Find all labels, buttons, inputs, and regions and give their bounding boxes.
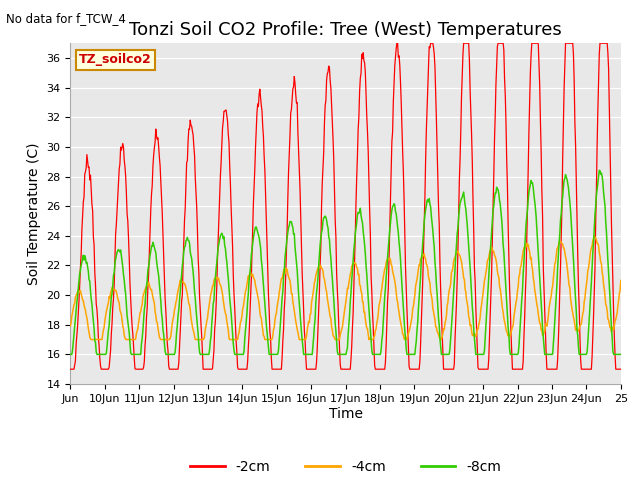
- Title: Tonzi Soil CO2 Profile: Tree (West) Temperatures: Tonzi Soil CO2 Profile: Tree (West) Temp…: [129, 21, 562, 39]
- Y-axis label: Soil Temperature (C): Soil Temperature (C): [27, 143, 41, 285]
- Text: TZ_soilco2: TZ_soilco2: [79, 53, 152, 66]
- Legend: -2cm, -4cm, -8cm: -2cm, -4cm, -8cm: [184, 454, 507, 480]
- Text: No data for f_TCW_4: No data for f_TCW_4: [6, 12, 126, 25]
- X-axis label: Time: Time: [328, 407, 363, 420]
